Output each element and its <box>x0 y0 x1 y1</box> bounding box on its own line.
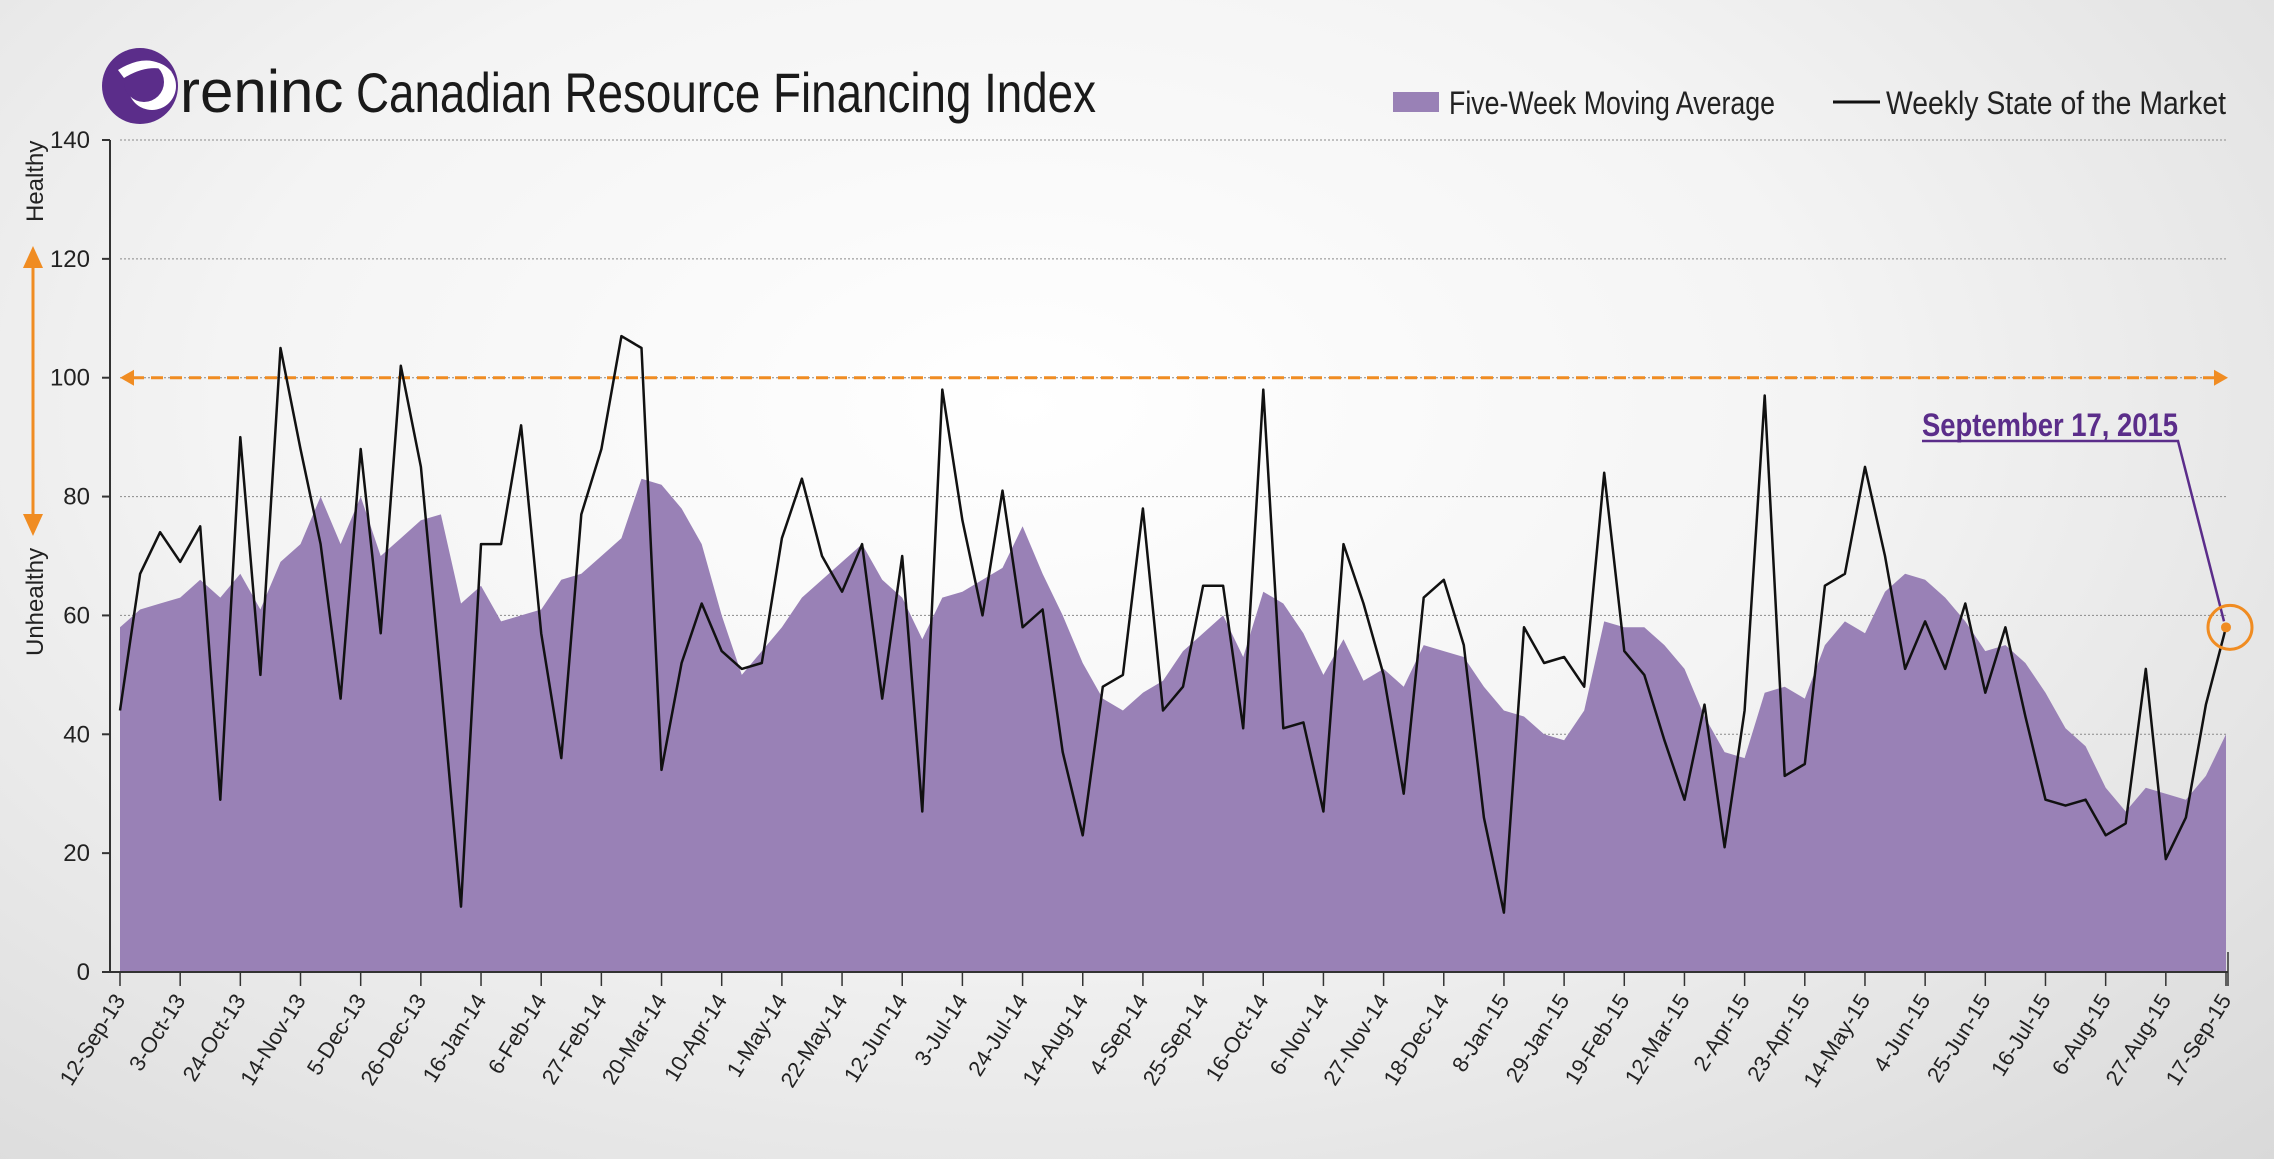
legend-area-label: Five-Week Moving Average <box>1449 85 1775 121</box>
y-tick-label: 120 <box>50 246 90 273</box>
x-tick-label: 6-Aug-15 <box>2047 989 2116 1079</box>
side-label-healthy: Healthy <box>22 141 49 222</box>
x-tick-labels: 12-Sep-133-Oct-1324-Oct-1314-Nov-135-Dec… <box>55 989 2237 1091</box>
legend: Five-Week Moving Average Weekly State of… <box>1393 85 2226 121</box>
x-tick-label: 12-Sep-13 <box>55 989 131 1089</box>
brand-name: reninc <box>180 58 343 125</box>
x-tick-label: 3-Jul-14 <box>909 989 972 1070</box>
legend-line-label: Weekly State of the Market <box>1886 85 2226 121</box>
annotation-leader <box>1922 439 2226 622</box>
line-series <box>118 334 2228 914</box>
x-tick-label: 16-Jul-15 <box>1986 989 2056 1080</box>
x-tick-label: 4-Jun-15 <box>1868 989 1935 1076</box>
y-tick-label: 0 <box>77 959 90 986</box>
area-series <box>120 478 2226 972</box>
y-tick-label: 100 <box>50 365 90 392</box>
threshold-line <box>120 369 2228 386</box>
page-title: Canadian Resource Financing Index <box>356 61 1096 124</box>
threshold-arrow-left-icon <box>120 369 134 386</box>
x-tick-label: 8-Jan-15 <box>1447 989 1514 1076</box>
y-tick-label: 20 <box>63 840 90 867</box>
y-tick-label: 140 <box>50 127 90 154</box>
logo: reninc Canadian Resource Financing Index <box>102 48 1096 125</box>
annotation-label: September 17, 2015 <box>1922 407 2178 443</box>
annotation-point <box>2221 622 2231 633</box>
annotation: September 17, 2015 <box>1922 407 2254 651</box>
x-tick-label: 5-Dec-13 <box>302 989 371 1079</box>
y-tick-labels: 0 20 40 60 80 100 120 140 <box>50 127 90 986</box>
arrow-up-icon <box>23 246 43 268</box>
weekly-line <box>118 334 2228 914</box>
legend-area-swatch <box>1393 92 1439 112</box>
y-tick-label: 40 <box>63 721 90 748</box>
x-tick-label: 3-Oct-13 <box>124 989 191 1075</box>
side-label-unhealthy: Unhealthy <box>22 548 49 656</box>
side-indicator: Healthy Unhealthy <box>22 141 49 656</box>
x-tick-label: 4-Sep-14 <box>1084 989 1153 1079</box>
annotation-highlight-circle <box>2206 603 2254 651</box>
x-tick-label: 6-Nov-14 <box>1265 989 1334 1079</box>
x-tick-label: 6-Feb-14 <box>483 989 552 1078</box>
threshold-arrow-right-icon <box>2214 369 2228 386</box>
y-tick-label: 80 <box>63 484 90 511</box>
y-tick-label: 60 <box>63 602 90 629</box>
x-tick-label: 2-Apr-15 <box>1688 989 1755 1075</box>
axes <box>102 139 2229 986</box>
arrow-down-icon <box>23 514 43 536</box>
moving-average-area <box>120 478 2226 972</box>
